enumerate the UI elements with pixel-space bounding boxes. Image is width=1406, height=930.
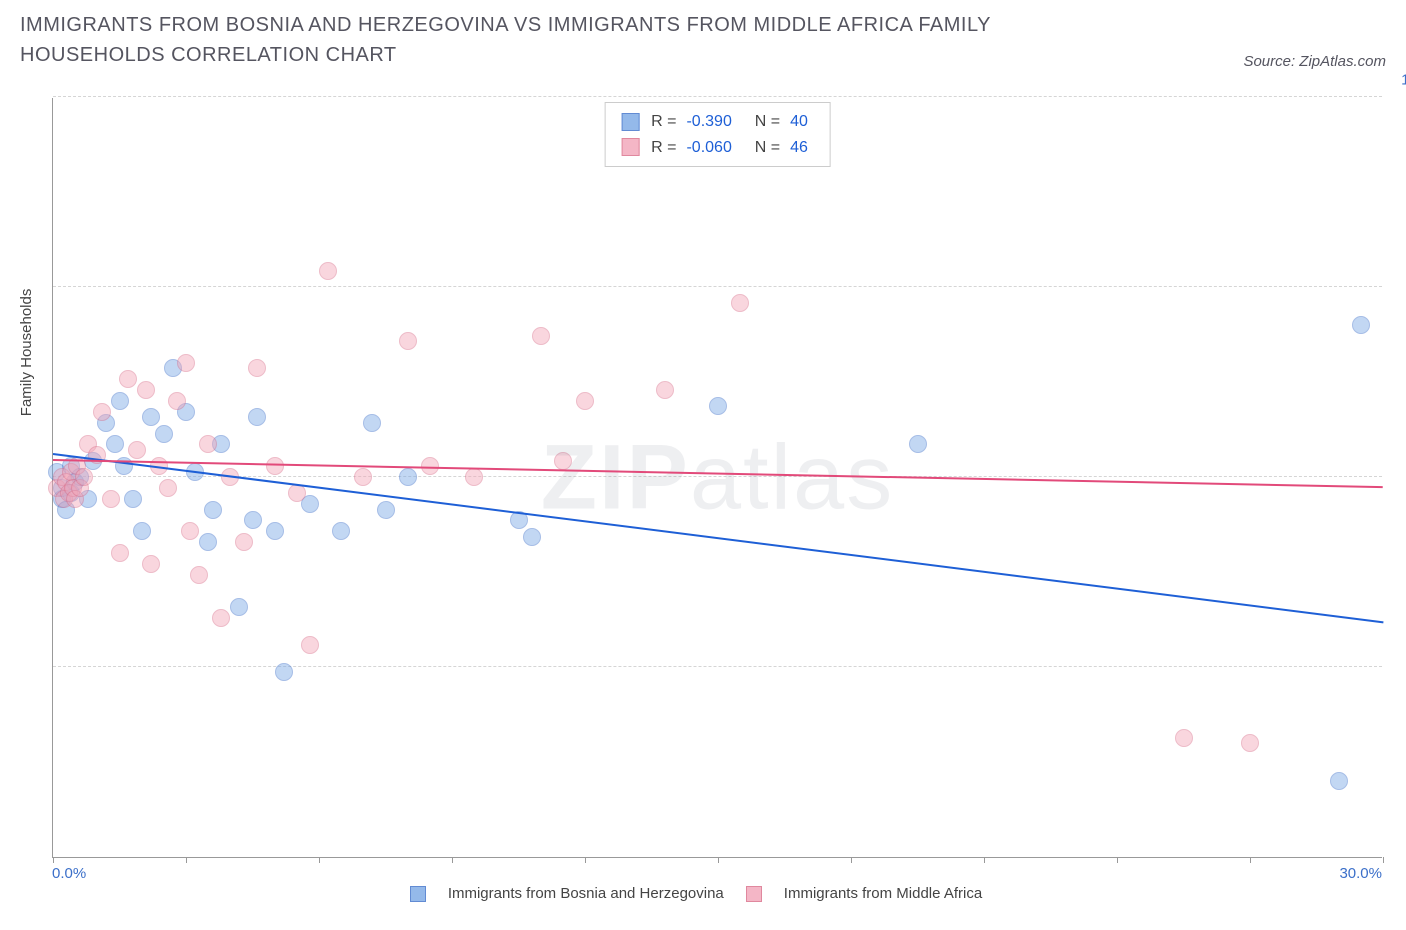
legend-swatch-icon bbox=[410, 886, 426, 902]
grid-line bbox=[53, 96, 1382, 97]
x-axis-max-label: 30.0% bbox=[1339, 865, 1382, 882]
scatter-point-middle_africa bbox=[235, 533, 253, 551]
scatter-point-bosnia bbox=[230, 598, 248, 616]
trend-line-middle_africa bbox=[53, 459, 1383, 488]
scatter-point-middle_africa bbox=[731, 294, 749, 312]
scatter-point-middle_africa bbox=[248, 359, 266, 377]
n-label: N = bbox=[746, 135, 780, 161]
scatter-point-middle_africa bbox=[465, 468, 483, 486]
legend-row-bosnia: R = -0.390 N = 40 bbox=[621, 109, 814, 135]
scatter-point-bosnia bbox=[377, 501, 395, 519]
scatter-point-middle_africa bbox=[142, 555, 160, 573]
scatter-point-middle_africa bbox=[199, 435, 217, 453]
y-tick-label: 47.5% bbox=[1392, 642, 1406, 659]
r-value: -0.060 bbox=[686, 135, 731, 161]
scatter-point-middle_africa bbox=[177, 354, 195, 372]
source-attribution: Source: ZipAtlas.com bbox=[1243, 53, 1386, 70]
scatter-point-bosnia bbox=[111, 392, 129, 410]
scatter-point-bosnia bbox=[909, 435, 927, 453]
r-label: R = bbox=[651, 109, 676, 135]
x-tick bbox=[984, 857, 985, 863]
scatter-point-middle_africa bbox=[288, 484, 306, 502]
scatter-point-bosnia bbox=[124, 490, 142, 508]
scatter-point-middle_africa bbox=[1175, 729, 1193, 747]
scatter-point-middle_africa bbox=[181, 522, 199, 540]
x-tick bbox=[53, 857, 54, 863]
scatter-point-middle_africa bbox=[168, 392, 186, 410]
scatter-point-middle_africa bbox=[554, 452, 572, 470]
legend-swatch-icon bbox=[621, 113, 639, 131]
scatter-point-bosnia bbox=[399, 468, 417, 486]
scatter-point-bosnia bbox=[709, 397, 727, 415]
scatter-plot-area: ZIPatlas R =-0.390 N =40R =-0.060 N =46 … bbox=[52, 98, 1382, 858]
legend-swatch-icon bbox=[621, 138, 639, 156]
scatter-point-middle_africa bbox=[75, 468, 93, 486]
scatter-point-middle_africa bbox=[1241, 734, 1259, 752]
scatter-point-bosnia bbox=[1352, 316, 1370, 334]
scatter-point-bosnia bbox=[248, 408, 266, 426]
scatter-point-middle_africa bbox=[102, 490, 120, 508]
r-label: R = bbox=[651, 135, 676, 161]
scatter-point-middle_africa bbox=[532, 327, 550, 345]
x-tick bbox=[585, 857, 586, 863]
scatter-point-bosnia bbox=[332, 522, 350, 540]
legend-swatch-icon bbox=[746, 886, 762, 902]
scatter-point-middle_africa bbox=[266, 457, 284, 475]
grid-line bbox=[53, 476, 1382, 477]
watermark-text: ZIPatlas bbox=[541, 425, 894, 530]
x-tick bbox=[452, 857, 453, 863]
trend-line-bosnia bbox=[53, 453, 1383, 623]
scatter-point-middle_africa bbox=[354, 468, 372, 486]
chart-title: IMMIGRANTS FROM BOSNIA AND HERZEGOVINA V… bbox=[20, 10, 1120, 70]
n-value: 40 bbox=[790, 109, 808, 135]
scatter-point-middle_africa bbox=[159, 479, 177, 497]
y-axis-title: Family Households bbox=[18, 289, 35, 417]
scatter-point-bosnia bbox=[204, 501, 222, 519]
grid-line bbox=[53, 666, 1382, 667]
scatter-point-bosnia bbox=[266, 522, 284, 540]
y-tick-label: 82.5% bbox=[1392, 262, 1406, 279]
scatter-point-bosnia bbox=[363, 414, 381, 432]
x-axis-min-label: 0.0% bbox=[52, 865, 86, 882]
x-tick bbox=[1383, 857, 1384, 863]
scatter-point-bosnia bbox=[155, 425, 173, 443]
legend-row-middle_africa: R = -0.060 N = 46 bbox=[621, 135, 814, 161]
n-value: 46 bbox=[790, 135, 808, 161]
x-tick bbox=[718, 857, 719, 863]
scatter-point-bosnia bbox=[133, 522, 151, 540]
scatter-point-middle_africa bbox=[319, 262, 337, 280]
x-tick bbox=[1250, 857, 1251, 863]
scatter-point-middle_africa bbox=[576, 392, 594, 410]
scatter-point-middle_africa bbox=[111, 544, 129, 562]
correlation-legend: R = -0.390 N = 40 R = -0.060 N = 46 bbox=[604, 102, 831, 167]
legend-series-label: Immigrants from Middle Africa bbox=[784, 885, 982, 902]
scatter-point-bosnia bbox=[106, 435, 124, 453]
scatter-point-middle_africa bbox=[119, 370, 137, 388]
scatter-point-middle_africa bbox=[301, 636, 319, 654]
scatter-point-bosnia bbox=[275, 663, 293, 681]
n-label: N = bbox=[746, 109, 780, 135]
scatter-point-middle_africa bbox=[212, 609, 230, 627]
scatter-point-bosnia bbox=[199, 533, 217, 551]
x-tick bbox=[1117, 857, 1118, 863]
scatter-point-middle_africa bbox=[656, 381, 674, 399]
scatter-point-middle_africa bbox=[190, 566, 208, 584]
legend-series-label: Immigrants from Bosnia and Herzegovina bbox=[448, 885, 724, 902]
scatter-point-bosnia bbox=[1330, 772, 1348, 790]
r-value: -0.390 bbox=[686, 109, 731, 135]
scatter-point-bosnia bbox=[523, 528, 541, 546]
scatter-point-bosnia bbox=[142, 408, 160, 426]
x-tick bbox=[851, 857, 852, 863]
scatter-point-middle_africa bbox=[399, 332, 417, 350]
scatter-point-middle_africa bbox=[128, 441, 146, 459]
y-tick-label: 65.0% bbox=[1392, 452, 1406, 469]
y-tick-label: 100.0% bbox=[1392, 72, 1406, 89]
scatter-point-middle_africa bbox=[137, 381, 155, 399]
scatter-point-bosnia bbox=[244, 511, 262, 529]
series-legend: Immigrants from Bosnia and Herzegovina Im… bbox=[0, 885, 1406, 902]
x-tick bbox=[186, 857, 187, 863]
grid-line bbox=[53, 286, 1382, 287]
x-tick bbox=[319, 857, 320, 863]
scatter-point-middle_africa bbox=[93, 403, 111, 421]
